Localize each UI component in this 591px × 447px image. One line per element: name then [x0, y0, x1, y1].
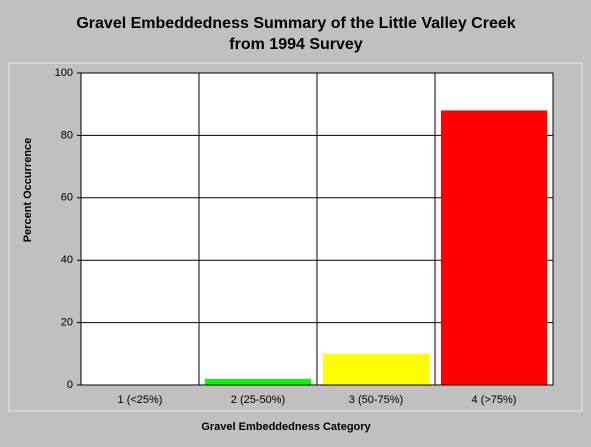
- chart-title: Gravel Embeddedness Summary of the Littl…: [76, 15, 515, 32]
- bar: [322, 353, 430, 385]
- bar: [204, 378, 312, 385]
- y-tick-label: 80: [61, 129, 73, 141]
- y-tick-label: 100: [55, 67, 73, 79]
- frame: [8, 62, 583, 412]
- y-tick-label: 40: [61, 254, 73, 266]
- plot-border: [80, 72, 554, 386]
- x-tick-label: 2 (25-50%): [231, 394, 285, 406]
- y-axis-title: Percent Occurrence: [22, 138, 34, 243]
- x-tick-label: 4 (>75%): [472, 394, 517, 406]
- y-tick-label: 60: [61, 192, 73, 204]
- y-tick-label: 0: [67, 379, 73, 391]
- x-axis-title: Gravel Embeddedness Category: [201, 421, 371, 433]
- x-tick-label: 1 (<25%): [118, 394, 163, 406]
- x-tick-label: 3 (50-75%): [349, 394, 403, 406]
- y-tick-label: 20: [61, 317, 73, 329]
- bar: [440, 110, 548, 385]
- chart-title: from 1994 Survey: [229, 36, 363, 53]
